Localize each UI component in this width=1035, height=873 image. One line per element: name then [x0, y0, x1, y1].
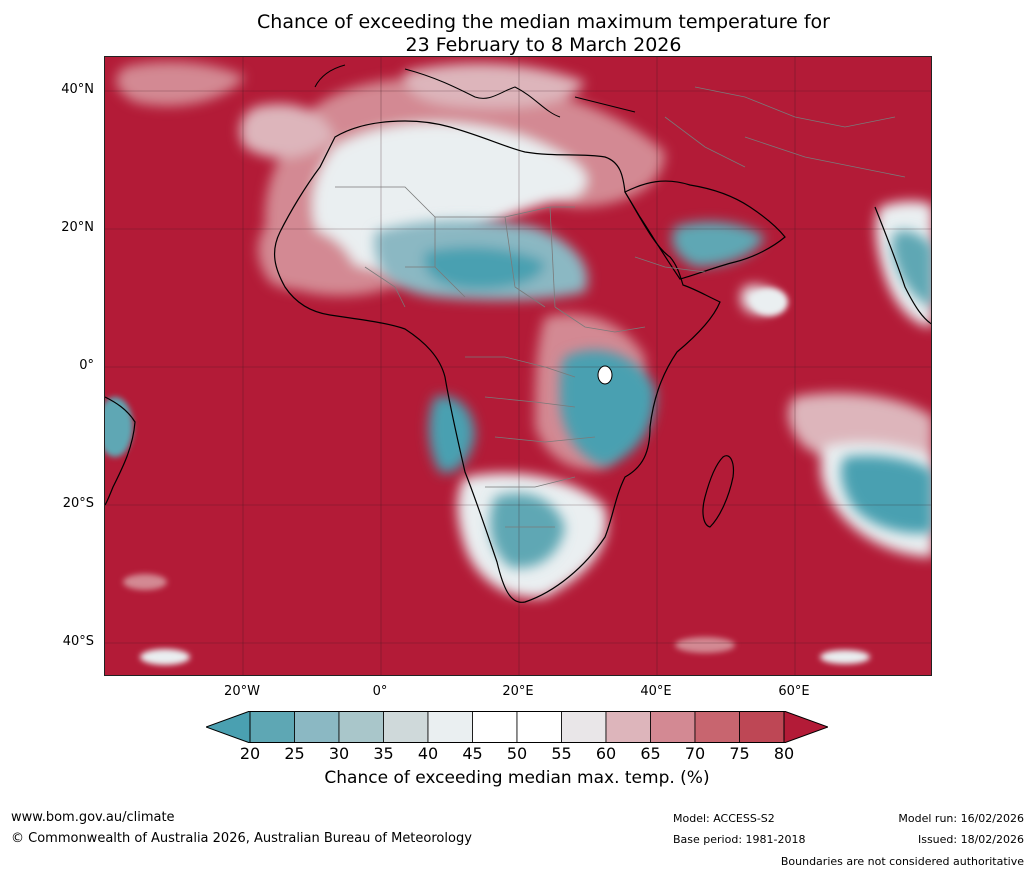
colorbar-tick-label: 75	[729, 744, 750, 763]
india-coastline	[874, 206, 931, 325]
footer-model-run: Model run: 16/02/2026	[898, 812, 1024, 825]
colorbar-tick-label: 60	[595, 744, 617, 763]
colorbar-tick-label: 80	[773, 744, 795, 763]
colorbar-tick-label: 30	[328, 744, 350, 763]
lon-label-20e: 20°E	[502, 684, 534, 699]
colorbar-tick-label: 20	[239, 744, 261, 763]
map-title-line-1: Chance of exceeding the median maximum t…	[257, 11, 830, 33]
colorbar-tick-label: 45	[462, 744, 483, 763]
colorbar-cell	[338, 711, 384, 743]
colorbar-cell	[427, 711, 473, 743]
colorbar-cell	[739, 711, 785, 743]
lat-label-40s: 40°S	[62, 634, 94, 649]
colorbar-high-arrow	[783, 711, 828, 743]
probability-map	[104, 56, 932, 676]
lon-label-60e: 60°E	[778, 684, 810, 699]
lat-label-0: 0°	[79, 358, 94, 373]
colorbar-label: Chance of exceeding median max. temp. (%…	[324, 768, 710, 788]
colorbar-tick-label: 65	[640, 744, 661, 763]
colorbar-cell	[561, 711, 607, 743]
south-america-coastline	[105, 396, 136, 506]
country-borders	[335, 86, 906, 528]
map-title-line-2: 23 February to 8 March 2026	[405, 34, 682, 56]
lon-label-40e: 40°E	[640, 684, 672, 699]
lon-label-0: 0°	[372, 684, 388, 699]
colorbar-cell	[294, 711, 340, 743]
lat-label-20n: 20°N	[61, 220, 94, 235]
colorbar-low-arrow	[206, 711, 251, 743]
colorbar-tick-label: 40	[417, 744, 439, 763]
footer-model: Model: ACCESS-S2	[673, 812, 775, 825]
footer-copyright: © Commonwealth of Australia 2026, Austra…	[11, 831, 472, 846]
colorbar	[206, 711, 828, 743]
colorbar-tick-label: 50	[506, 744, 528, 763]
footer-base-period: Base period: 1981-2018	[673, 833, 806, 846]
colorbar-cell	[383, 711, 429, 743]
colorbar-cell	[472, 711, 518, 743]
map-canvas	[105, 57, 931, 675]
footer-issued: Issued: 18/02/2026	[917, 833, 1024, 846]
lake-victoria	[597, 365, 613, 385]
colorbar-cell	[516, 711, 562, 743]
madagascar-coastline	[702, 455, 735, 528]
africa-coastline	[273, 120, 721, 603]
colorbar-tick-label: 25	[284, 744, 305, 763]
arabian-peninsula-coastline	[624, 180, 786, 280]
europe-coastline	[314, 64, 636, 118]
colorbar-cell	[249, 711, 295, 743]
colorbar-cell	[605, 711, 651, 743]
lat-label-20s: 20°S	[62, 496, 94, 511]
graticule	[105, 57, 931, 675]
colorbar-tick-label: 70	[684, 744, 706, 763]
colorbar-cell	[650, 711, 696, 743]
colorbar-cell	[694, 711, 740, 743]
footer-disclaimer: Boundaries are not considered authoritat…	[780, 855, 1024, 868]
footer-website: www.bom.gov.au/climate	[11, 810, 175, 825]
lat-label-40n: 40°N	[61, 82, 94, 97]
colorbar-tick-label: 55	[551, 744, 572, 763]
colorbar-tick-label: 35	[373, 744, 394, 763]
lon-label-20w: 20°W	[224, 684, 260, 699]
scattered-patches	[105, 288, 870, 665]
colorbar-frame	[249, 711, 785, 743]
